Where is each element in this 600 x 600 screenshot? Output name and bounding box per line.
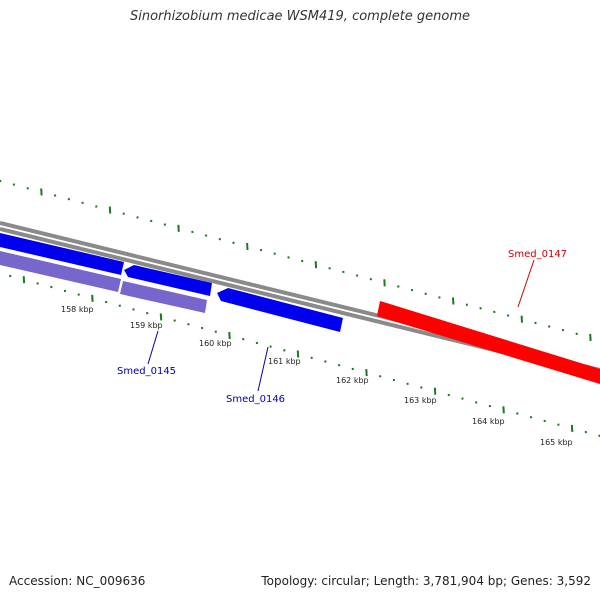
cds-feature-reverse-1[interactable] (0, 251, 121, 292)
leader-line-smed-0145 (147, 330, 159, 365)
gene-label-smed-0147[interactable]: Smed_0147 (508, 249, 567, 260)
gene-feature-forward-1[interactable] (377, 301, 600, 384)
gene-label-smed-0146[interactable]: Smed_0146 (226, 394, 285, 405)
outer-tick-row (0, 179, 592, 341)
cds-feature-reverse-2[interactable] (120, 281, 207, 313)
gene-feature-reverse-3[interactable] (217, 288, 343, 332)
genome-summary-text: Topology: circular; Length: 3,781,904 bp… (261, 574, 591, 588)
gene-feature-reverse-2[interactable] (124, 265, 212, 296)
inner-tick-row (9, 274, 600, 437)
scale-label-161: 161 kbp (268, 357, 301, 366)
scale-label-162: 162 kbp (336, 376, 369, 385)
scale-label-159: 159 kbp (130, 321, 163, 330)
scale-label-163: 163 kbp (404, 396, 437, 405)
map-title: Sinorhizobium medicae WSM419, complete g… (129, 9, 471, 24)
scale-label-158: 158 kbp (61, 305, 94, 314)
scale-label-165: 165 kbp (540, 438, 573, 447)
gene-feature-reverse-1[interactable] (0, 233, 124, 275)
accession-text: Accession: NC_009636 (9, 574, 146, 588)
scale-label-164: 164 kbp (472, 417, 505, 426)
scale-label-160: 160 kbp (199, 339, 232, 348)
gene-label-smed-0145[interactable]: Smed_0145 (117, 366, 176, 377)
leader-line-smed-0146 (257, 346, 269, 392)
leader-line-smed-0147 (517, 259, 535, 308)
